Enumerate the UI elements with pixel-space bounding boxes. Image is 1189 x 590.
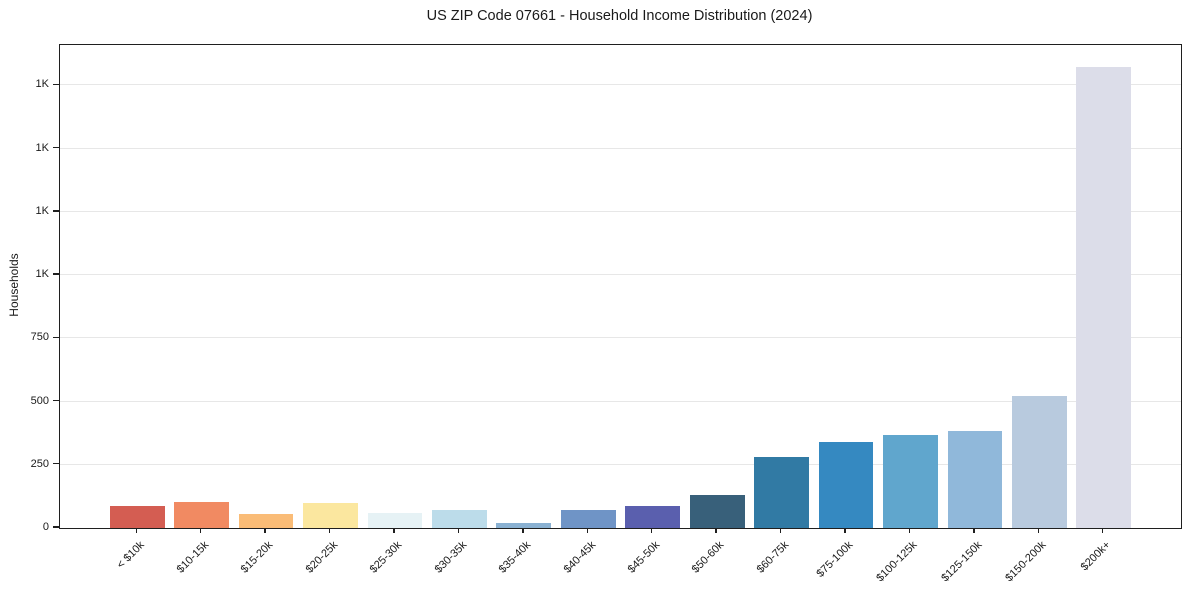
gridline	[60, 147, 1181, 149]
bar-$60-75k	[754, 456, 809, 528]
bar-slot	[621, 45, 685, 528]
y-tick-label: 250	[30, 457, 49, 470]
y-tick-mark	[53, 399, 59, 402]
x-tick-mark	[135, 528, 137, 534]
plot-area	[59, 44, 1182, 529]
bar-slot	[556, 45, 620, 528]
y-tick-mark	[53, 273, 59, 275]
bar-$30-35k	[432, 509, 487, 528]
bar-$25-30k	[367, 512, 423, 528]
gridline	[60, 400, 1181, 402]
bar-< $10k	[109, 506, 165, 528]
x-tick-mark	[457, 528, 460, 534]
y-tick-mark	[53, 463, 59, 465]
x-tick-mark	[651, 528, 653, 534]
y-tick-mark	[53, 210, 59, 212]
x-tick-label: < $10k	[114, 539, 147, 572]
x-tick-label: $30-35k	[432, 539, 469, 576]
bar-slot	[234, 45, 298, 528]
x-tick-label: $35-40k	[496, 539, 534, 576]
bar-slot	[814, 45, 878, 528]
bar-slot	[105, 45, 169, 528]
x-tick-mark	[586, 528, 588, 534]
x-tick-label: $50-60k	[690, 539, 727, 576]
bar-$150-200k	[1011, 395, 1067, 528]
x-tick-mark	[715, 528, 717, 534]
bar-$40-45k	[560, 510, 616, 528]
x-tick-label: $150-200k	[1003, 539, 1049, 585]
y-tick-label: 1K	[35, 78, 49, 91]
x-tick-label: $40-45k	[561, 539, 598, 576]
bar-$50-60k	[689, 495, 745, 528]
bar-$15-20k	[238, 514, 294, 528]
chart-title: US ZIP Code 07661 - Household Income Dis…	[426, 8, 813, 24]
y-tick-mark	[53, 83, 59, 86]
gridline	[60, 463, 1181, 465]
bar-slot	[749, 45, 813, 528]
bar-$75-100k	[818, 442, 874, 528]
x-tick-mark	[264, 528, 266, 534]
x-tick-label: $100-125k	[874, 539, 920, 585]
x-tick-label: $125-150k	[939, 539, 985, 585]
bar-slot	[169, 45, 233, 528]
bar-slot	[685, 45, 749, 528]
y-tick-mark	[53, 146, 59, 149]
bar-$100-125k	[883, 434, 938, 528]
bar-slot	[1072, 45, 1136, 528]
bars-container	[105, 45, 1136, 528]
x-tick-label: $15-20k	[238, 539, 276, 576]
y-tick-label: 1K	[35, 268, 49, 281]
x-tick-label: $45-50k	[625, 539, 663, 576]
bar-slot	[427, 45, 491, 528]
gridline	[60, 210, 1181, 212]
y-tick-label: 500	[30, 394, 49, 407]
x-tick-label: $200k+	[1079, 539, 1114, 574]
x-tick-mark	[328, 528, 331, 534]
x-tick-label: $25-30k	[367, 539, 405, 576]
x-tick-mark	[199, 528, 202, 534]
x-tick-label: $20-25k	[303, 539, 341, 576]
x-tick-mark	[393, 528, 395, 534]
gridline	[60, 337, 1181, 339]
y-tick-mark	[53, 526, 59, 528]
y-tick-label: 750	[30, 331, 49, 344]
bar-$45-50k	[625, 505, 681, 528]
y-tick-label: 1K	[35, 141, 49, 154]
x-tick-mark	[908, 528, 911, 534]
x-tick-mark	[1037, 528, 1040, 534]
bar-slot	[1007, 45, 1071, 528]
y-tick-mark	[53, 336, 59, 339]
gridline	[60, 274, 1181, 276]
bar-slot	[878, 45, 942, 528]
bar-$20-25k	[303, 502, 358, 528]
x-tick-label: $10-15k	[174, 539, 212, 576]
bar-slot	[492, 45, 556, 528]
bar-$200k+	[1076, 67, 1132, 528]
x-tick-mark	[779, 528, 782, 534]
bar-$35-40k	[496, 522, 552, 528]
bar-slot	[298, 45, 362, 528]
x-tick-label: $75-100k	[814, 539, 856, 580]
x-tick-mark	[973, 528, 975, 534]
x-tick-mark	[522, 528, 524, 534]
y-tick-label: 0	[42, 521, 49, 533]
y-axis-label: Households	[7, 253, 21, 317]
x-tick-label: $60-75k	[754, 539, 792, 576]
x-tick-mark	[844, 528, 846, 534]
gridline	[60, 84, 1181, 86]
bar-$125-150k	[947, 431, 1003, 528]
bar-$10-15k	[174, 501, 230, 528]
bar-slot	[943, 45, 1007, 528]
y-tick-label: 1K	[35, 204, 49, 217]
x-tick-mark	[1102, 528, 1104, 534]
bar-slot	[363, 45, 427, 528]
